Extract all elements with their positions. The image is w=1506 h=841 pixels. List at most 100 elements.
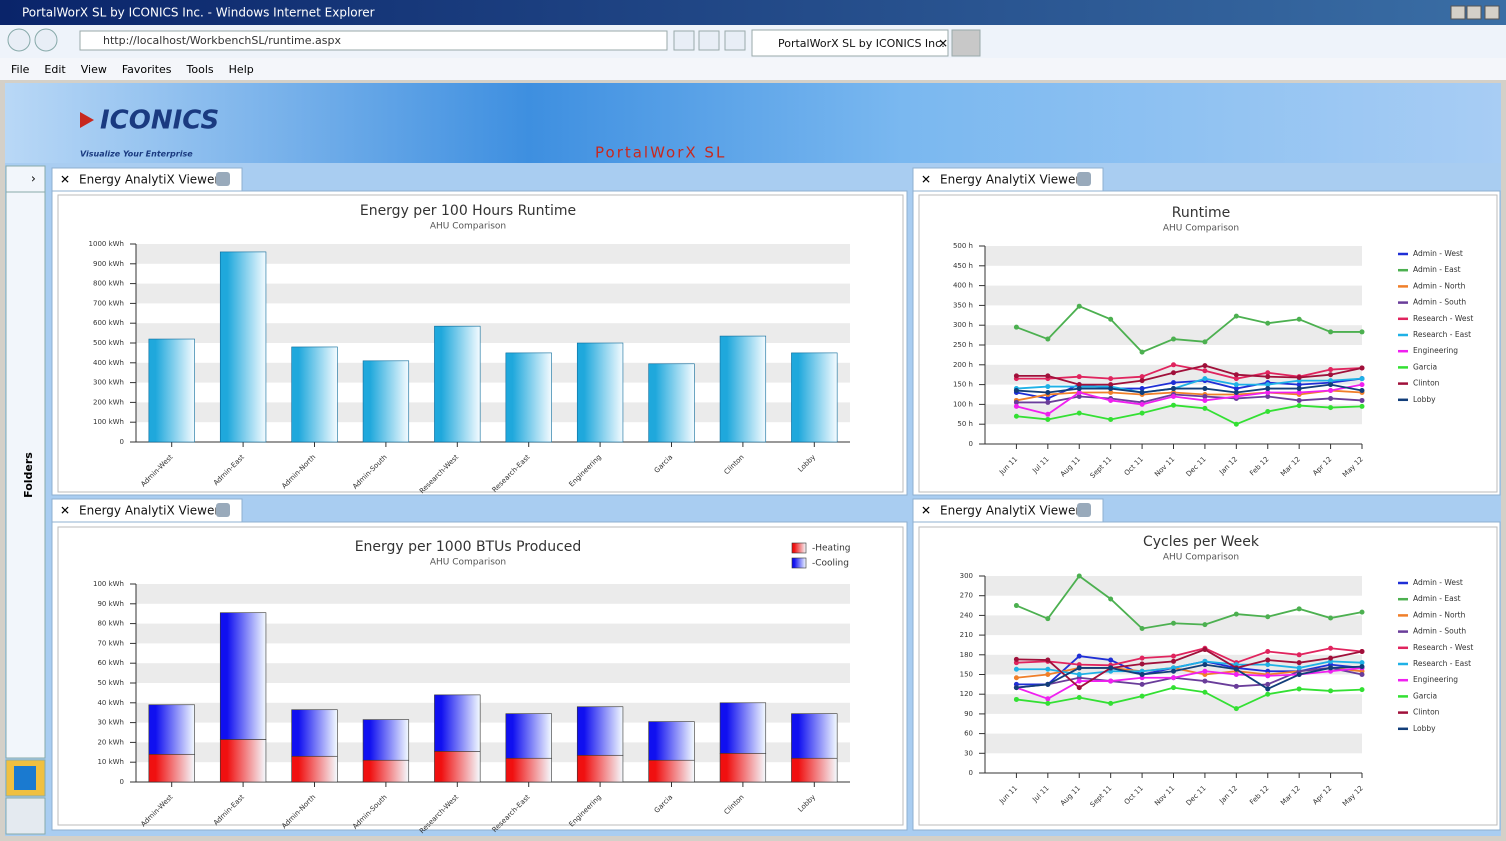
bar-segment <box>291 709 338 757</box>
point <box>1108 382 1114 388</box>
point <box>1265 673 1271 679</box>
point <box>1233 706 1239 712</box>
chart-subtitle: AHU Comparison <box>1163 553 1239 563</box>
menu-item[interactable]: Help <box>229 63 254 76</box>
bar-segment <box>434 694 481 752</box>
menu-item[interactable]: View <box>81 63 107 76</box>
bar <box>219 251 267 443</box>
panel-close[interactable]: ✕ <box>60 173 70 187</box>
y-tick-label: 200 kWh <box>93 398 124 406</box>
menu-bar <box>0 58 1506 80</box>
menu-item[interactable]: Tools <box>186 63 214 76</box>
point <box>1202 393 1208 399</box>
bar-segment <box>362 719 410 761</box>
close-button[interactable] <box>1484 5 1500 20</box>
y-tick-label: 600 kWh <box>93 319 124 327</box>
point <box>1171 620 1176 626</box>
point <box>1076 694 1082 700</box>
legend-label: Garcia <box>1413 362 1437 371</box>
address-url: http://localhost/WorkbenchSL/runtime.asp… <box>103 34 341 47</box>
browser-tab[interactable] <box>751 29 949 57</box>
panel-settings[interactable] <box>1077 172 1091 186</box>
tools-button[interactable] <box>5 797 46 835</box>
legend-label: Admin - North <box>1413 281 1466 290</box>
point <box>1296 397 1302 403</box>
y-tick-label: 150 h <box>953 381 973 389</box>
window-title: PortalWorX SL by ICONICS Inc. - Windows … <box>22 6 375 20</box>
grid-band <box>985 325 1362 345</box>
bar-segment <box>219 739 267 783</box>
point <box>1045 616 1051 622</box>
panel-tab <box>912 498 1104 523</box>
point <box>1265 390 1271 396</box>
legend-label: Admin - East <box>1413 594 1461 603</box>
legend-label: Garcia <box>1413 691 1437 700</box>
point <box>1265 681 1271 687</box>
panel: ✕ Energy AnalytiX Viewer Cycles per Week AH… <box>912 498 1501 831</box>
point <box>1328 388 1334 394</box>
point <box>1076 410 1082 416</box>
point <box>1108 700 1114 706</box>
y-tick-label: 90 kWh <box>97 600 124 608</box>
point <box>1265 686 1271 692</box>
tab-close[interactable]: ✕ <box>938 37 948 51</box>
panel-close[interactable]: ✕ <box>921 173 931 187</box>
point <box>1359 664 1365 670</box>
line <box>1016 393 1363 404</box>
legend-swatch <box>791 557 807 569</box>
address-bar[interactable] <box>79 30 668 51</box>
grid-band <box>985 246 1362 266</box>
panel-settings[interactable] <box>216 503 230 517</box>
bar-segment <box>576 706 624 756</box>
expand-button[interactable] <box>5 165 46 193</box>
panel-tab <box>912 167 1104 192</box>
y-tick-label: 100 h <box>953 400 973 408</box>
point <box>1045 390 1051 396</box>
point <box>1233 382 1239 388</box>
forward-button[interactable] <box>34 28 58 52</box>
menu-item[interactable]: Edit <box>44 63 66 76</box>
point <box>1233 683 1239 689</box>
y-tick-label: 350 h <box>953 301 973 309</box>
menu-item[interactable]: Favorites <box>122 63 172 76</box>
point <box>1139 410 1145 416</box>
panel-settings[interactable] <box>216 172 230 186</box>
point <box>1108 416 1114 422</box>
point <box>1328 382 1334 388</box>
panel-close[interactable]: ✕ <box>921 504 931 518</box>
y-tick-label: 80 kWh <box>97 620 124 628</box>
y-tick-label: 100 kWh <box>93 418 124 426</box>
y-tick-label: 0 <box>969 769 973 777</box>
point <box>1296 672 1302 677</box>
point <box>1202 689 1208 695</box>
maximize-button[interactable] <box>1466 5 1482 20</box>
y-tick-label: 240 <box>960 611 973 619</box>
point <box>1013 324 1019 330</box>
y-tick-label: 120 <box>960 690 973 698</box>
line <box>1016 377 1363 394</box>
y-tick-label: 300 kWh <box>93 379 124 387</box>
line <box>1016 404 1363 426</box>
point <box>1139 693 1145 699</box>
logo-arrow <box>80 112 94 128</box>
chart-title: Energy per 100 Hours Runtime <box>360 203 576 219</box>
new-tab[interactable] <box>951 29 981 57</box>
stop-button[interactable] <box>724 30 746 51</box>
point <box>1045 681 1051 687</box>
compat-button[interactable] <box>673 30 695 51</box>
point <box>1233 611 1239 617</box>
panel-tab <box>51 167 243 192</box>
y-tick-label: 700 kWh <box>93 299 124 307</box>
grid-band <box>136 584 850 604</box>
line <box>1016 364 1363 386</box>
panel-title: Energy AnalytiX Viewer <box>940 504 1080 518</box>
refresh-button[interactable] <box>698 30 720 51</box>
panel-close[interactable]: ✕ <box>60 504 70 518</box>
minimize-button[interactable] <box>1450 5 1466 20</box>
back-button[interactable] <box>7 28 31 52</box>
menu-item[interactable]: File <box>11 63 30 76</box>
panel: ✕ Energy AnalytiX Viewer Energy per 1000 B… <box>51 498 908 835</box>
point <box>1359 329 1365 335</box>
panel-settings[interactable] <box>1077 503 1091 517</box>
point <box>1045 373 1051 379</box>
